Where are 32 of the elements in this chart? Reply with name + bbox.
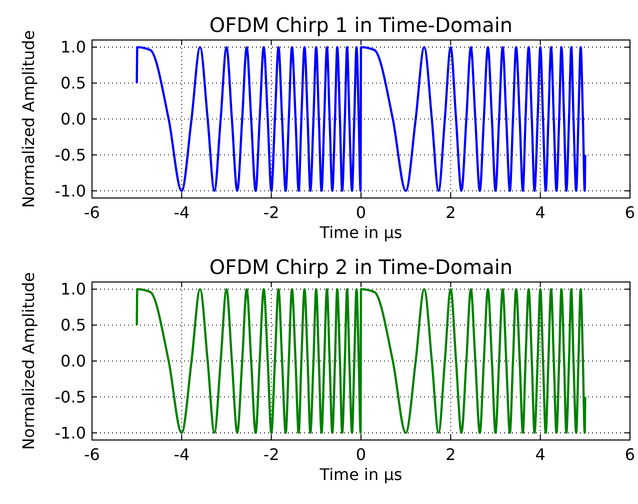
x-tick-label: 2 [446,445,456,464]
y-tick-label: 0.5 [60,316,86,335]
x-tick-label: 0 [356,445,366,464]
x-axis-title: Time in μs [318,465,402,484]
y-tick-label: -1.0 [54,181,86,200]
x-tick-label: 0 [356,203,366,222]
x-axis-title: Time in μs [318,223,402,242]
y-tick-label: -0.5 [54,387,86,406]
chart-title: OFDM Chirp 2 in Time-Domain [209,255,513,279]
y-axis-title: Normalized Amplitude [19,30,38,208]
y-tick-label: 0.0 [60,352,86,370]
x-tick-label: 4 [535,203,546,222]
x-tick-label: -2 [263,445,280,464]
y-axis-title: Normalized Amplitude [19,272,38,450]
y-tick-label: 0.5 [60,74,86,93]
x-tick-label: 4 [535,445,546,464]
y-tick-label: -1.0 [54,423,86,442]
y-tick-label: 1.0 [60,38,86,57]
x-tick-label: 2 [446,203,456,222]
x-tick-label: 6 [624,203,636,222]
x-tick-label: -4 [174,445,190,464]
line-series [136,288,586,434]
x-tick-label: 6 [624,445,636,464]
line-series [136,46,586,192]
y-tick-label: 0.0 [60,110,86,128]
x-tick-label: -6 [84,445,100,464]
y-tick-label: -0.5 [54,145,86,164]
x-tick-label: -6 [84,203,100,222]
x-tick-label: -4 [174,203,190,222]
chart-title: OFDM Chirp 1 in Time-Domain [209,13,513,37]
x-tick-label: -2 [263,203,280,222]
y-tick-label: 1.0 [60,280,86,299]
